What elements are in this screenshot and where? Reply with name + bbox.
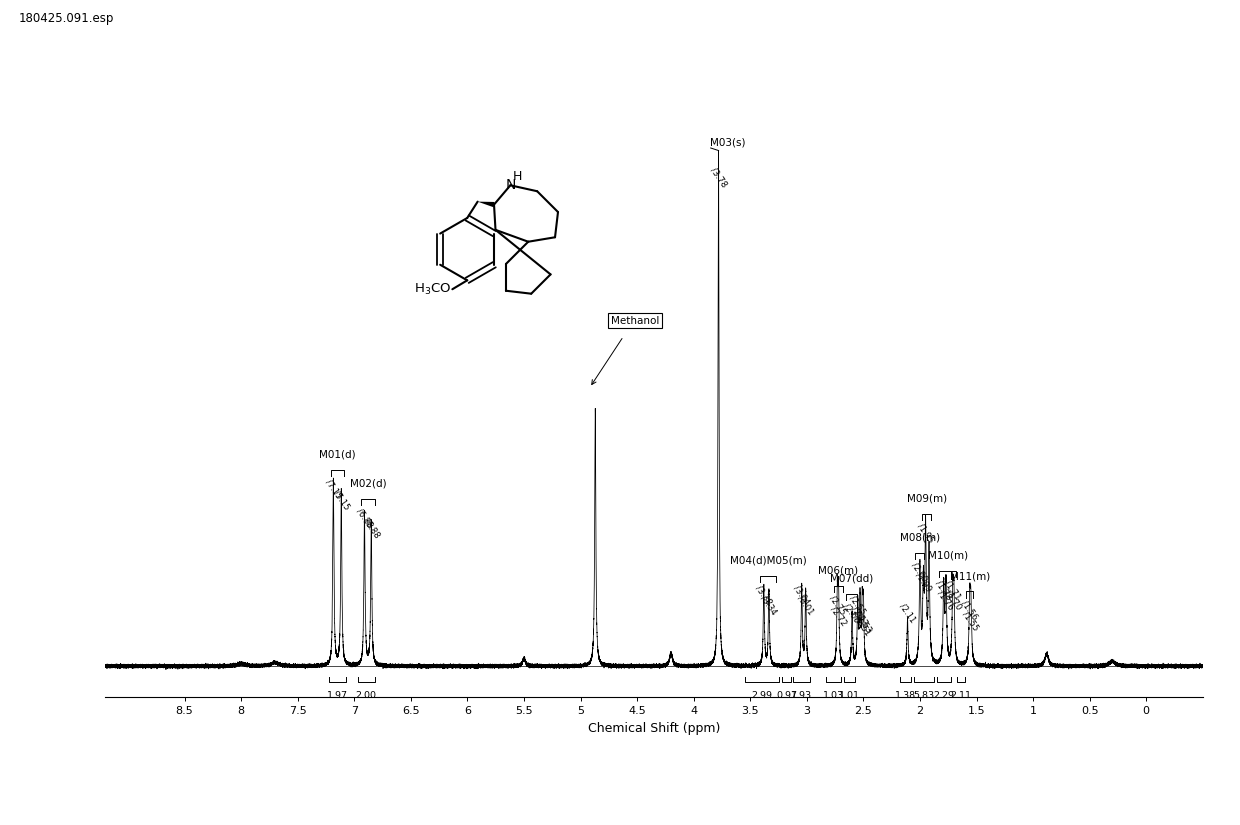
- Text: 1.03: 1.03: [823, 691, 844, 700]
- Text: /7.15: /7.15: [324, 478, 343, 501]
- Text: /2.55: /2.55: [848, 594, 868, 616]
- X-axis label: Chemical Shift (ppm): Chemical Shift (ppm): [588, 722, 720, 735]
- Text: /3.34: /3.34: [759, 594, 779, 617]
- Text: Methanol: Methanol: [610, 316, 658, 326]
- Text: M11(m): M11(m): [950, 571, 990, 581]
- Text: /1.78: /1.78: [934, 578, 954, 601]
- Text: H$_3$CO: H$_3$CO: [413, 281, 451, 297]
- Text: 1.97: 1.97: [327, 691, 348, 700]
- Text: /2.75: /2.75: [827, 594, 847, 616]
- Text: /7.15: /7.15: [331, 488, 351, 511]
- Text: /3.78: /3.78: [708, 166, 729, 189]
- Text: 2.99: 2.99: [751, 691, 773, 700]
- Text: 1.01: 1.01: [839, 691, 861, 700]
- Text: 0.97: 0.97: [776, 691, 797, 700]
- Text: M08(m): M08(m): [900, 532, 940, 543]
- Text: /1.95: /1.95: [916, 522, 935, 544]
- Text: 180425.091.esp: 180425.091.esp: [19, 12, 114, 26]
- Text: M07(dd): M07(dd): [830, 573, 873, 584]
- Text: M01(d): M01(d): [319, 450, 356, 460]
- Text: M04(d)M05(m): M04(d)M05(m): [730, 556, 807, 566]
- Text: M09(m): M09(m): [906, 494, 947, 504]
- Text: /2.53: /2.53: [851, 604, 869, 627]
- Text: /3.38: /3.38: [754, 584, 774, 606]
- Text: /2.53: /2.53: [853, 612, 873, 634]
- Text: 2.00: 2.00: [356, 691, 377, 700]
- Text: M02(d): M02(d): [350, 478, 386, 488]
- Text: /1.76: /1.76: [936, 589, 956, 611]
- Text: /3.01: /3.01: [796, 594, 816, 616]
- Text: /2.11: /2.11: [898, 601, 918, 625]
- Polygon shape: [477, 201, 495, 207]
- Text: 1.38: 1.38: [895, 691, 916, 700]
- Text: 2.11: 2.11: [951, 691, 972, 700]
- Text: 2.29: 2.29: [934, 691, 955, 700]
- Text: /1.56: /1.56: [960, 599, 980, 622]
- Text: /2.51: /2.51: [852, 615, 872, 637]
- Text: 5.83: 5.83: [914, 691, 935, 700]
- Text: /1.71: /1.71: [942, 578, 962, 601]
- Text: /3.04: /3.04: [792, 584, 811, 606]
- Text: /2.72: /2.72: [828, 604, 848, 627]
- Text: /1.55: /1.55: [961, 610, 981, 632]
- Text: /2.00: /2.00: [910, 560, 930, 583]
- Text: /2.60: /2.60: [842, 601, 862, 625]
- Text: 1.93: 1.93: [791, 691, 812, 700]
- Text: M06(m): M06(m): [818, 566, 858, 576]
- Text: H: H: [513, 170, 522, 183]
- Text: M10(m): M10(m): [928, 550, 967, 560]
- Text: /6.88: /6.88: [355, 507, 374, 529]
- Text: /6.88: /6.88: [361, 516, 381, 540]
- Text: /1.70: /1.70: [944, 589, 963, 611]
- Text: /1.99: /1.99: [914, 571, 934, 593]
- Text: M03(s): M03(s): [709, 138, 745, 148]
- Text: N: N: [505, 178, 516, 192]
